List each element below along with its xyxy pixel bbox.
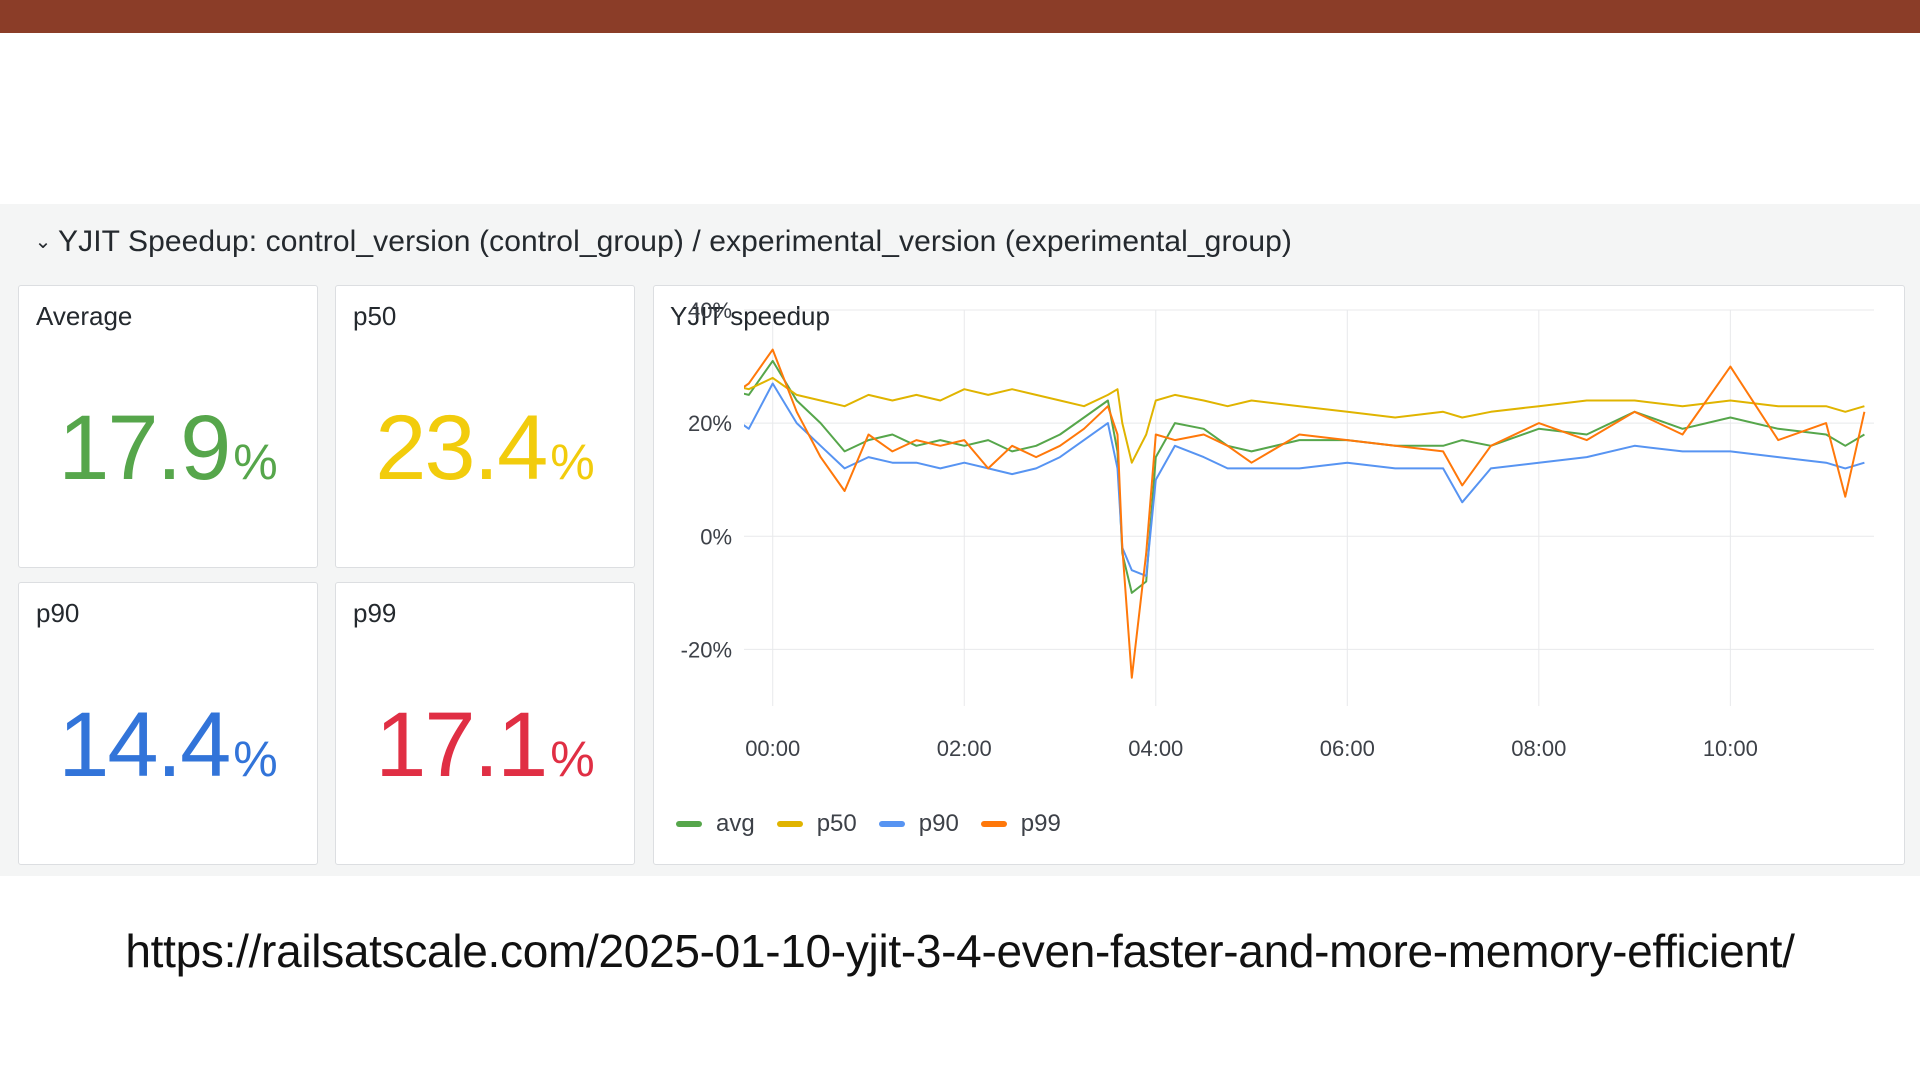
stat-number: 14.4 [58, 694, 231, 796]
stat-value: 23.4% [336, 396, 634, 501]
stat-unit: % [233, 434, 278, 490]
legend-item-avg[interactable]: avg [676, 810, 755, 838]
dashboard: ⌄ YJIT Speedup: control_version (control… [0, 204, 1920, 876]
series-line-avg [744, 359, 1865, 594]
stat-title: p90 [36, 598, 80, 628]
legend-label: p50 [816, 810, 857, 837]
stat-number: 17.1 [375, 694, 548, 796]
series-line-p50 [744, 376, 1865, 464]
x-tick-label: 00:00 [745, 736, 800, 761]
row-title: YJIT Speedup: control_version (control_g… [58, 225, 1292, 258]
x-tick-label: 08:00 [1511, 736, 1566, 761]
stat-panel-p99[interactable]: p99 17.1% [335, 582, 635, 865]
legend-swatch [878, 821, 905, 827]
stat-panel-p90[interactable]: p90 14.4% [18, 582, 318, 865]
stat-panel-p50[interactable]: p50 23.4% [335, 285, 635, 568]
series-line-p90 [744, 382, 1865, 577]
line-chart[interactable]: 40% 20% 0% -20% 00:00 02:00 04:00 06:00 08:00 10:… [654, 286, 1904, 796]
series-line-p99 [744, 348, 1866, 679]
stat-value: 14.4% [19, 693, 317, 798]
legend-item-p50[interactable]: p50 [776, 810, 857, 838]
chevron-down-icon[interactable]: ⌄ [34, 231, 52, 253]
stat-number: 17.9 [58, 397, 231, 499]
stat-title: p50 [353, 301, 397, 331]
legend-label: p90 [918, 810, 959, 837]
legend-swatch [980, 821, 1007, 827]
legend-swatch [776, 821, 803, 827]
x-tick-label: 02:00 [937, 736, 992, 761]
legend-item-p99[interactable]: p99 [980, 810, 1061, 838]
source-url[interactable]: https://railsatscale.com/2025-01-10-yjit… [125, 925, 1795, 977]
stat-unit: % [233, 731, 278, 787]
stat-panel-average[interactable]: Average 17.9% [18, 285, 318, 568]
row-header[interactable]: ⌄ YJIT Speedup: control_version (control… [34, 222, 1292, 262]
x-tick-label: 10:00 [1703, 736, 1758, 761]
top-accent-bar [0, 0, 1920, 33]
stat-unit: % [550, 731, 595, 787]
legend-item-p90[interactable]: p90 [878, 810, 959, 838]
y-tick-label: 0% [700, 524, 732, 549]
x-tick-label: 04:00 [1128, 736, 1183, 761]
x-tick-label: 06:00 [1320, 736, 1375, 761]
stat-value: 17.9% [19, 396, 317, 501]
stat-unit: % [550, 434, 595, 490]
y-tick-label: 40% [688, 298, 732, 323]
stat-title: p99 [353, 598, 397, 628]
chart-legend: avg p50 p90 p99 [676, 810, 1061, 838]
chart-panel-yjit-speedup[interactable]: YJIT speedup 40% 20% 0% -20% 00:00 02:00 04:00… [653, 285, 1905, 865]
stat-number: 23.4 [375, 397, 548, 499]
y-tick-label: -20% [681, 637, 732, 662]
legend-swatch [676, 821, 702, 827]
stat-value: 17.1% [336, 693, 634, 798]
y-tick-label: 20% [688, 411, 732, 436]
legend-label: avg [716, 810, 755, 837]
stat-title: Average [36, 301, 133, 331]
legend-label: p99 [1020, 810, 1061, 837]
chart-title: YJIT speedup [670, 301, 830, 331]
